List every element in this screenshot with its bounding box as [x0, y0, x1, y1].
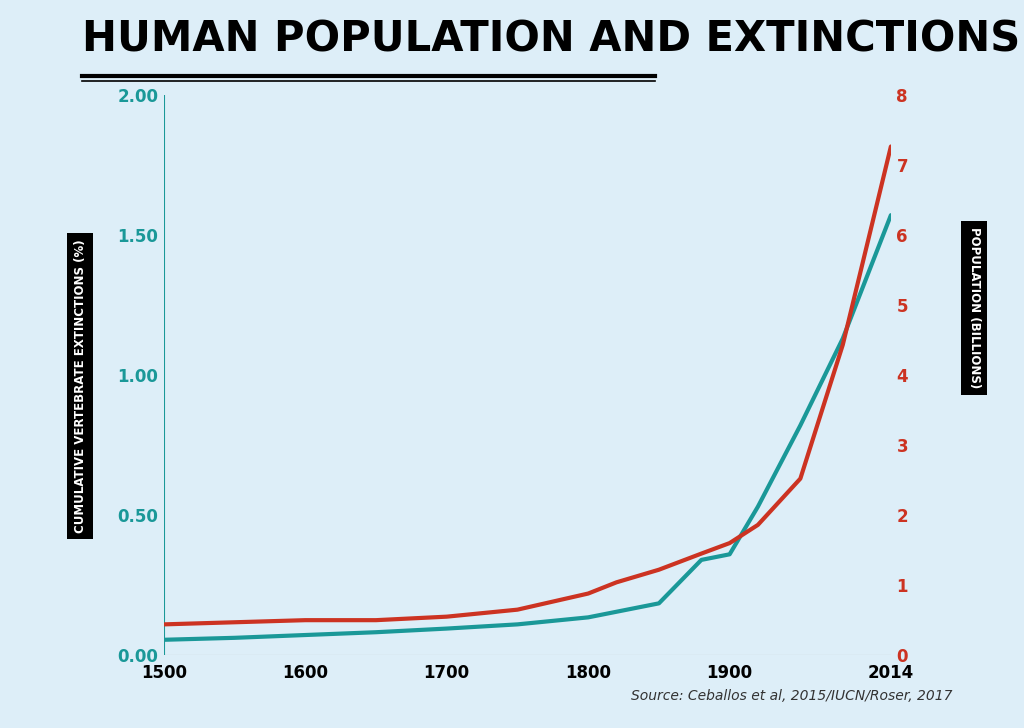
- Text: HUMAN POPULATION AND EXTINCTIONS: HUMAN POPULATION AND EXTINCTIONS: [82, 18, 1020, 60]
- Text: POPULATION (BILLIONS): POPULATION (BILLIONS): [968, 227, 981, 388]
- Text: CUMULATIVE VERTEBRATE EXTINCTIONS (%): CUMULATIVE VERTEBRATE EXTINCTIONS (%): [74, 240, 87, 533]
- Text: Source: Ceballos et al, 2015/IUCN/Roser, 2017: Source: Ceballos et al, 2015/IUCN/Roser,…: [631, 689, 952, 703]
